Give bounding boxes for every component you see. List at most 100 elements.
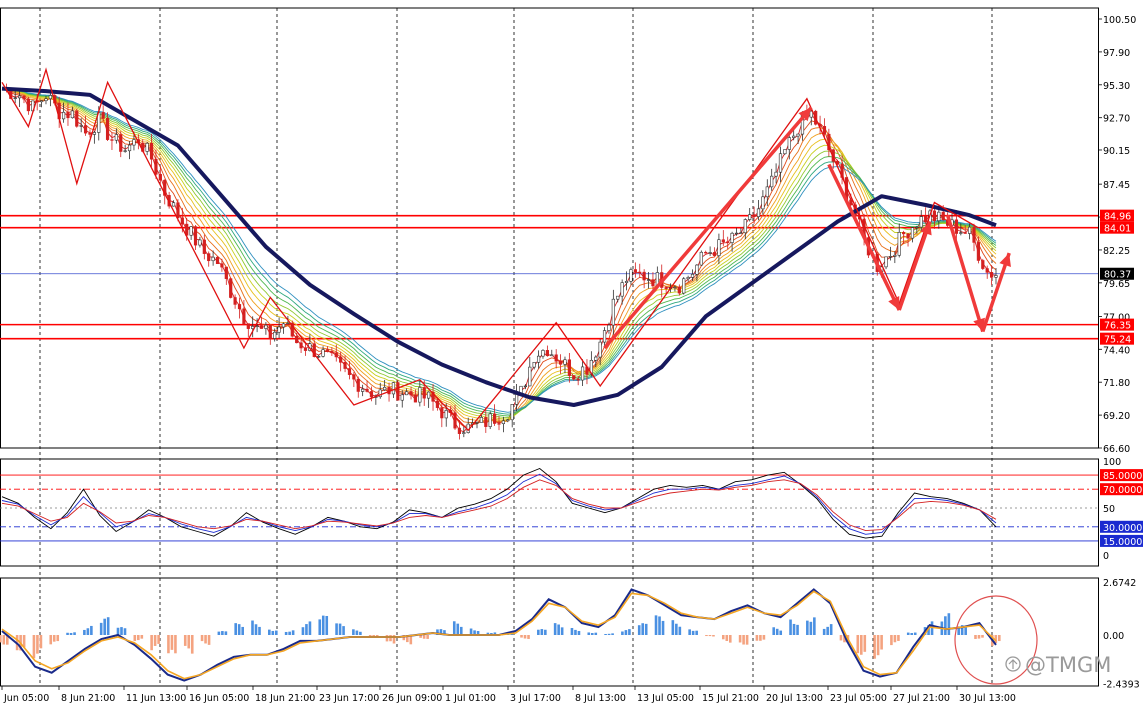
candle-body xyxy=(119,134,123,152)
trend-arrow-line[interactable] xyxy=(827,163,901,311)
trend-arrow-head-icon xyxy=(999,253,1011,268)
macd-histogram-bar xyxy=(174,635,177,654)
y-tick-label: 87.45 xyxy=(1103,180,1130,191)
candle-body xyxy=(959,232,963,234)
y-tick-label: 79.65 xyxy=(1103,279,1130,290)
candle-body xyxy=(484,417,488,427)
candle-body xyxy=(778,153,783,173)
y-tick-label: 82.25 xyxy=(1103,246,1130,257)
candle-body xyxy=(224,266,228,279)
macd-histogram-bar xyxy=(957,626,960,635)
price-pane[interactable] xyxy=(0,67,1098,440)
macd-histogram-bar xyxy=(641,623,645,635)
macd-pane[interactable] xyxy=(0,588,1001,682)
y-tick-label: 71.80 xyxy=(1103,378,1130,389)
macd-histogram-bar xyxy=(325,615,329,635)
stoch-level-label-text: 30.0000 xyxy=(1103,523,1142,534)
macd-histogram-bar xyxy=(73,632,76,635)
watermark-logo-icon xyxy=(1005,656,1021,672)
trend-arrow-line[interactable] xyxy=(945,214,985,333)
candle-body xyxy=(211,256,215,262)
macd-histogram-bar xyxy=(359,631,362,635)
trend-arrow-line[interactable] xyxy=(897,220,932,311)
candle-body xyxy=(761,196,765,210)
x-tick-label: 8 Jun 21:00 xyxy=(61,693,115,704)
macd-histogram-bar xyxy=(443,630,446,635)
candle-body xyxy=(220,263,224,268)
price-label-text: 84.96 xyxy=(1104,212,1131,223)
macd-histogram-bar xyxy=(493,632,497,635)
candle-body xyxy=(281,323,286,328)
candle-body xyxy=(347,368,352,375)
macd-histogram-bar xyxy=(204,635,207,644)
macd-histogram-bar xyxy=(789,619,792,635)
y-tick-label: 74.40 xyxy=(1103,345,1130,356)
trend-arrow-line[interactable] xyxy=(981,252,1011,333)
macd-histogram-bar xyxy=(69,632,73,635)
macd-tick-label: -2.4393 xyxy=(1103,679,1140,690)
macd-histogram-bar xyxy=(611,633,614,635)
macd-histogram-bar xyxy=(258,626,261,635)
candle-body xyxy=(598,341,602,358)
candle-body xyxy=(567,359,571,376)
macd-histogram-bar xyxy=(725,635,729,641)
watermark-text: @TMGM xyxy=(1025,653,1111,677)
price-axis: 100.5097.9095.3092.7090.1587.4584.8582.2… xyxy=(1098,15,1143,690)
candle-body xyxy=(915,226,919,229)
macd-histogram-bar xyxy=(658,616,661,635)
macd-histogram-bar xyxy=(880,635,883,650)
macd-series-line xyxy=(1,590,997,680)
macd-frame xyxy=(0,577,1099,687)
macd-histogram-bar xyxy=(385,635,389,642)
macd-histogram-bar xyxy=(335,623,338,635)
candle-body xyxy=(523,385,527,388)
candle-body xyxy=(26,98,30,112)
candle-body xyxy=(743,219,747,234)
macd-histogram-bar xyxy=(863,635,867,652)
macd-histogram-bar xyxy=(829,624,833,635)
macd-histogram-bar xyxy=(947,613,951,635)
macd-histogram-bar xyxy=(654,615,658,635)
y-tick-label: 97.90 xyxy=(1103,48,1130,59)
candle-body xyxy=(765,186,769,198)
candle-body xyxy=(642,271,646,281)
candle-body xyxy=(286,322,290,325)
candle-body xyxy=(638,271,642,274)
candle-body xyxy=(897,232,901,256)
candle-body xyxy=(88,132,92,135)
candle-body xyxy=(13,97,17,99)
macd-histogram-bar xyxy=(83,629,86,635)
candle-body xyxy=(22,95,26,100)
candle-body xyxy=(154,158,158,175)
macd-histogram-bar xyxy=(2,635,6,645)
candle-body xyxy=(317,356,321,358)
stochastic-pane[interactable] xyxy=(0,467,1098,542)
grid-lines xyxy=(0,7,1099,687)
macd-histogram-bar xyxy=(822,628,826,635)
candle-body xyxy=(787,137,791,150)
macd-histogram-bar xyxy=(157,635,160,644)
macd-histogram-bar xyxy=(826,626,829,635)
candle-body xyxy=(277,326,281,333)
candle-body xyxy=(563,359,567,365)
macd-histogram-bar xyxy=(170,635,174,650)
macd-histogram-bar xyxy=(859,635,863,655)
x-tick-label: 3 Jul 17:00 xyxy=(510,693,561,704)
candle-body xyxy=(488,413,492,427)
candle-body xyxy=(413,394,418,403)
candle-body xyxy=(79,125,83,127)
candle-body xyxy=(677,286,681,294)
trend-arrow-line[interactable] xyxy=(603,106,813,350)
watermark-logo-mark xyxy=(1008,659,1018,669)
candle-body xyxy=(682,278,686,294)
macd-histogram-bar xyxy=(56,635,60,642)
candle-body xyxy=(902,232,906,235)
stoch-tick-label: 100 xyxy=(1103,457,1121,468)
candle-body xyxy=(651,279,655,287)
candle-body xyxy=(792,135,796,138)
trend-arrow-head-icon xyxy=(798,107,812,122)
candle-body xyxy=(75,110,79,127)
y-tick-label: 69.20 xyxy=(1103,411,1130,422)
macd-histogram-bar xyxy=(224,631,228,635)
